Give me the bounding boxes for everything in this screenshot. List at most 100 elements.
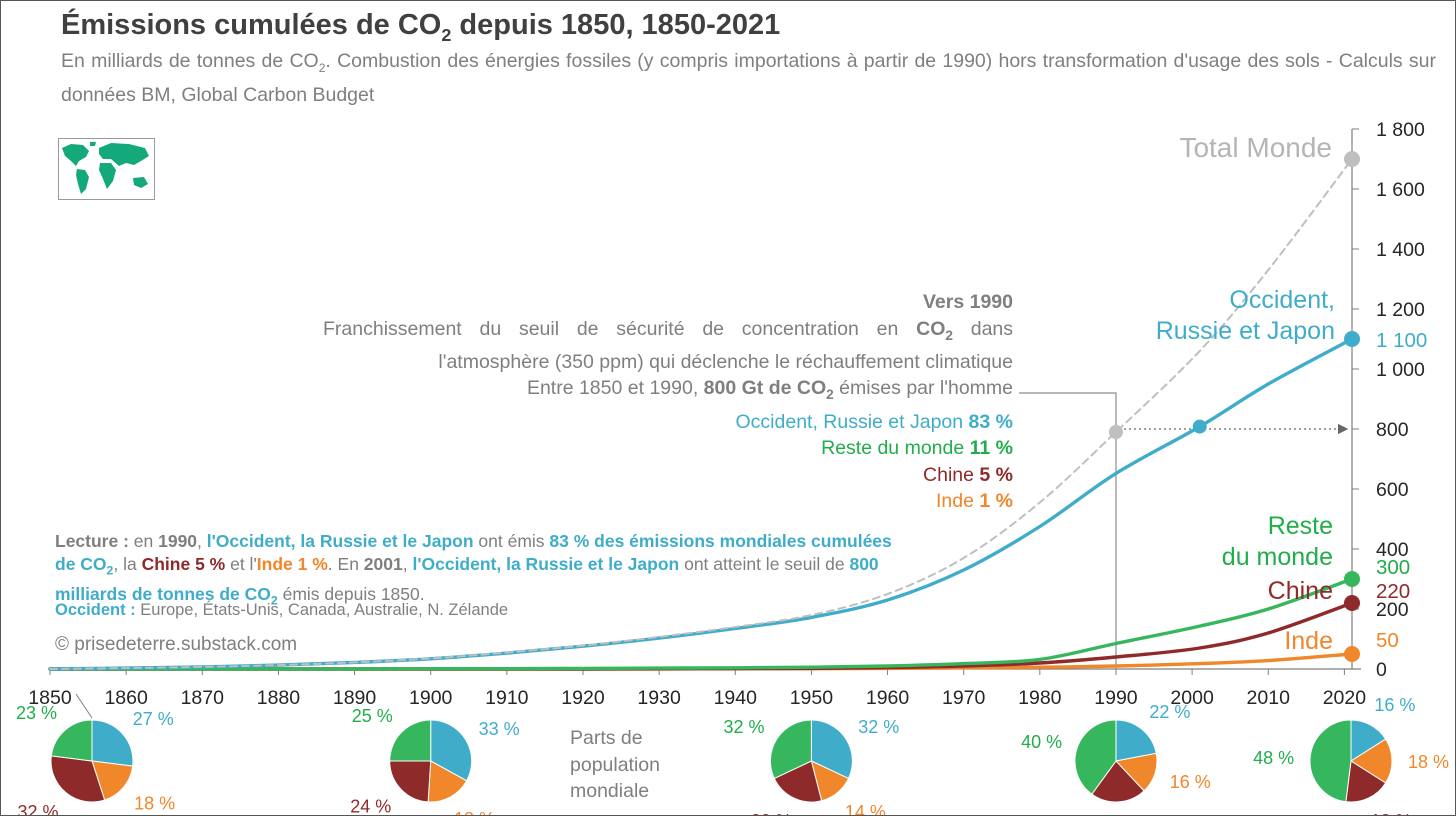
x-tick-label: 1970 [942,687,986,709]
pie-slice-inde [1350,738,1393,784]
x-tick-label: 1930 [637,687,681,709]
x-tick-label: 1870 [181,687,225,709]
x-tick-label: 2000 [1170,687,1214,709]
pie-2021 [1309,719,1393,803]
x-tick-label: 1920 [561,687,605,709]
pie-slice-chine [773,760,823,803]
pie-label-reste: 23 % [16,703,57,723]
pie-slice-chine [50,755,106,803]
annotation-emissions-text: Entre 1850 et 1990, 800 Gt de CO2 émises… [526,377,1013,403]
annotation-share-blue: Occident, Russie et Japon 83 % [735,410,1014,433]
world-map-icon [58,138,155,200]
pie-label-chine: 22 % [751,811,792,815]
y-tick-label: 0 [1376,659,1387,681]
series-line-monde [49,158,1353,670]
x-tick-label: 1990 [1094,687,1138,709]
pie-slice-chine [389,760,432,803]
end-dot-occident [1344,331,1360,347]
pie-1850-pointer [75,693,93,719]
label-chine: Chine [1267,577,1333,605]
pie-label-inde: 18 % [134,793,175,813]
y-tick-label: 1 400 [1376,239,1425,261]
pie-label-inde: 14 % [845,802,886,815]
annotation-share-orange: Inde 1 % [936,490,1013,513]
pie-1950 [769,719,853,803]
label-inde: Inde [1284,627,1333,655]
end-value-reste: 300 [1376,556,1410,579]
marker-1990 [1108,425,1123,439]
x-tick-label: 1940 [714,687,758,709]
y-tick-label: 600 [1376,479,1409,501]
annotation-share-green: Reste du monde 11 % [821,437,1013,460]
pie-slice-occident [810,719,853,780]
pie-slice-reste [389,719,432,762]
pie-slice-chine [1345,760,1387,803]
pie-label-inde: 16 % [1170,772,1211,792]
pie-slice-reste [769,719,812,780]
copyright: © prisedeterre.substack.com [55,634,298,655]
x-tick-label: 1860 [104,687,148,709]
reading-note: Lecture : en 1990, l'Occident, la Russie… [55,531,892,607]
pie-slice-reste [1074,719,1117,795]
leader-1990 [1019,392,1117,669]
y-tick-label: 800 [1376,419,1409,441]
pie-slice-inde [91,760,134,801]
y-tick-label: 1 600 [1376,179,1425,201]
end-dot-chine [1344,595,1360,611]
pie-label-reste: 48 % [1253,748,1294,768]
x-tick-label: 1890 [333,687,377,709]
y-tick-label: 400 [1376,539,1409,561]
annotation-shares: Occident, Russie et Japon 83 % Reste du m… [323,409,1014,515]
pie-label-occident: 22 % [1149,702,1190,722]
pie-label-reste: 32 % [723,717,764,737]
y-tick-label: 1 200 [1376,299,1425,321]
x-tick-label: 1980 [1018,687,1062,709]
pie-label-inde: 18 % [454,809,495,815]
end-value-occident: 1 100 [1376,329,1427,352]
pie-slice-reste [1309,719,1352,803]
pie-1900 [389,719,473,803]
pie-label-occident: 16 % [1374,695,1415,715]
label-reste-monde: Reste du monde [1221,512,1333,571]
annotation-threshold-text: Franchissement du seuil de sécurité de c… [323,317,1014,373]
x-tick-label: 1910 [485,687,529,709]
occident-definition: Occident : Europe, États-Unis, Canada, A… [55,601,509,619]
y-tick-label: 200 [1376,599,1409,621]
annotation-1990: Vers 1990 Franchissement du seuil de séc… [323,289,1013,515]
end-value-inde: 50 [1376,629,1399,652]
pie-slice-occident [1115,719,1157,762]
label-occident: Occident, Russie et Japon [1155,286,1335,345]
x-tick-label: 1880 [257,687,301,709]
pie-slice-occident [430,719,473,782]
y-tick-label: 1 800 [1376,119,1425,141]
x-tick-label: 1900 [409,687,453,709]
y-tick-label: 1 000 [1376,359,1425,381]
pie-label-occident: 27 % [133,709,174,729]
pie-label-reste: 25 % [352,706,393,726]
pie-label-occident: 32 % [858,717,899,737]
pie-slice-chine [1091,760,1145,803]
x-tick-label: 1950 [790,687,834,709]
annotation-heading: Vers 1990 [922,291,1013,313]
pie-slice-occident [91,719,134,767]
pie-slice-inde [427,760,468,803]
label-total-monde: Total Monde [1179,132,1332,163]
pie-1850 [50,719,134,803]
x-tick-label: 1960 [866,687,910,709]
pie-1990 [1074,719,1158,803]
pie-label-chine: 32 % [18,802,59,815]
end-value-chine: 220 [1376,580,1410,603]
pie-label-reste: 40 % [1021,732,1062,752]
series-line-reste [48,577,1354,671]
pie-label-chine: 18 % [1371,811,1412,815]
pie-label-chine: 24 % [350,796,391,815]
end-dot-monde [1344,151,1360,167]
chart-subtitle: En milliards de tonnes de CO2. Combustio… [61,50,1437,106]
x-tick-label: 1850 [28,687,72,709]
pie-slice-reste [50,719,93,762]
chart-title: Émissions cumulées de CO2 depuis 1850, 1… [61,9,781,45]
end-dot-inde [1344,646,1360,662]
x-tick-label: 2020 [1323,687,1367,709]
